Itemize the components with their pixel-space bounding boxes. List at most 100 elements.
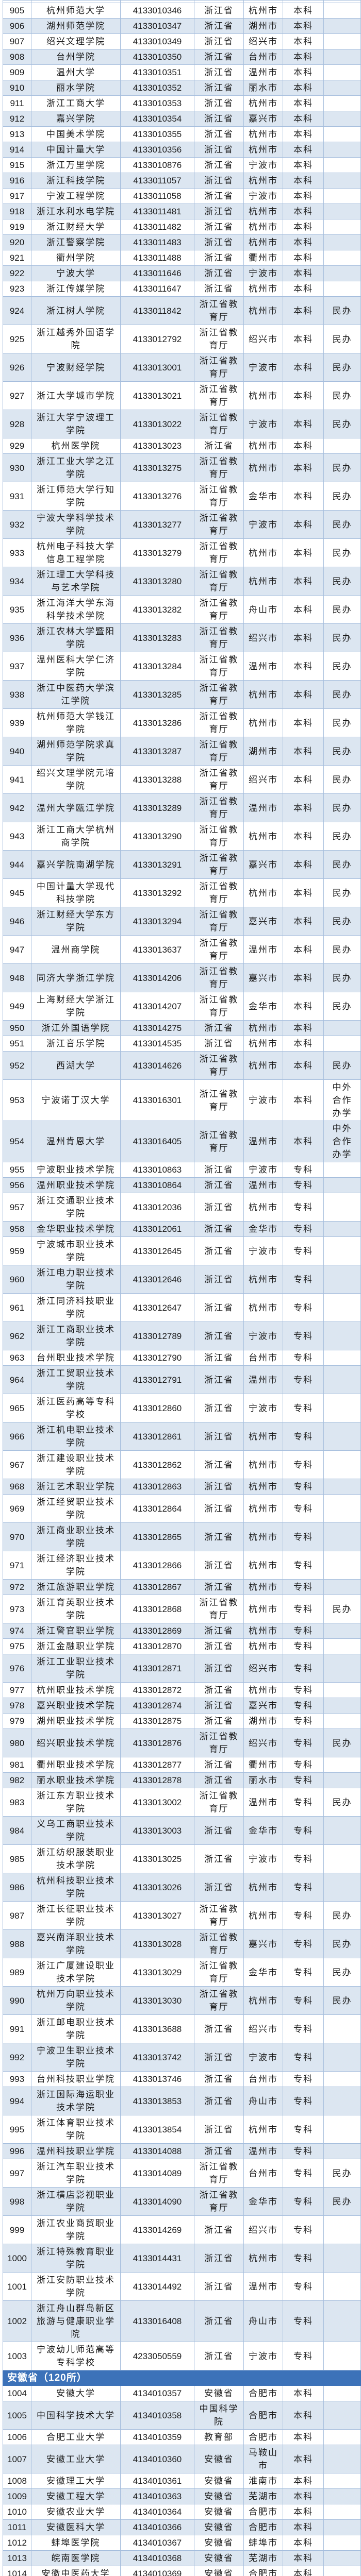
city-cell: 金华市: [243, 2187, 283, 2216]
table-row: 941 绍兴文理学院元培 学院 4133013288 浙江省教 育厅 绍兴市 本科 民办: [3, 765, 361, 794]
school-name-cell: 丽水职业技术学院: [31, 1772, 121, 1788]
school-code-cell: 4134010368: [120, 2550, 194, 2566]
table-row: 955 宁波职业技术学院 4133010863 浙江省 宁波市 专科: [3, 1162, 361, 1178]
school-code-cell: 4133013280: [120, 567, 194, 596]
school-name-cell: 浙江财经大学: [31, 219, 121, 235]
row-number-cell: 914: [3, 142, 31, 158]
city-cell: 嘉兴市: [243, 111, 283, 127]
table-row: 911 浙江工商大学 4133010353 浙江省 杭州市 本科: [3, 95, 361, 111]
school-code-cell: 4133013291: [120, 850, 194, 879]
authority-cell: 浙江省: [194, 1394, 244, 1422]
school-code-cell: 4133011481: [120, 204, 194, 219]
table-row: 948 同济大学浙江学院 4133014206 浙江省教 育厅 嘉兴市 本科 民办: [3, 963, 361, 992]
city-cell: 绍兴市: [243, 33, 283, 49]
level-cell: 专科: [283, 1901, 324, 1930]
school-name-cell: 浙江工商大学: [31, 95, 121, 111]
school-name-cell: 浙江经济职业技术 学院: [31, 1551, 121, 1580]
level-cell: 专科: [283, 1772, 324, 1788]
city-cell: 绍兴市: [243, 2014, 283, 2043]
level-cell: 专科: [283, 1873, 324, 1902]
level-cell: 专科: [283, 2071, 324, 2087]
note-cell: [323, 1873, 361, 1902]
row-number-cell: 924: [3, 296, 31, 325]
level-cell: 专科: [283, 1713, 324, 1729]
school-name-cell: 嘉兴学院南湖学院: [31, 850, 121, 879]
city-cell: 合肥市: [243, 2519, 283, 2535]
school-code-cell: 4133012872: [120, 1682, 194, 1698]
table-row: 915 浙江万里学院 4133010876 浙江省 宁波市 本科: [3, 157, 361, 173]
table-row: 908 台州学院 4133010350 浙江省 台州市 本科: [3, 49, 361, 65]
school-name-cell: 台州学院: [31, 49, 121, 65]
city-cell: 台州市: [243, 49, 283, 65]
note-cell: 民办: [323, 2187, 361, 2216]
note-cell: 民办: [323, 737, 361, 766]
city-cell: 嘉兴市: [243, 1929, 283, 1958]
level-cell: 专科: [283, 1788, 324, 1817]
level-cell: 专科: [283, 1162, 324, 1178]
level-cell: 本科: [283, 173, 324, 189]
table-row: 957 浙江交通职业技术 学院 4133012036 浙江省 杭州市 专科: [3, 1193, 361, 1222]
university-table: 905 杭州师范大学 4133010346 浙江省 杭州市 本科 906 湖州师范学院 4133…: [3, 0, 361, 2576]
school-code-cell: 4133013288: [120, 765, 194, 794]
row-number-cell: 946: [3, 907, 31, 936]
city-cell: 湖州市: [243, 18, 283, 34]
row-number-cell: 1006: [3, 2429, 31, 2445]
school-name-cell: 宁波诺丁汉大学: [31, 1079, 121, 1121]
school-name-cell: 同济大学浙江学院: [31, 963, 121, 992]
level-cell: 专科: [283, 1265, 324, 1294]
school-name-cell: 浙江中医药大学滨 江学院: [31, 680, 121, 709]
school-code-cell: 4133013002: [120, 1788, 194, 1817]
row-number-cell: 974: [3, 1623, 31, 1639]
school-code-cell: 4133010353: [120, 95, 194, 111]
authority-cell: 浙江省: [194, 1265, 244, 1294]
row-number-cell: 952: [3, 1051, 31, 1080]
table-row: 939 杭州师范大学钱江 学院 4133013286 浙江省教 育厅 杭州市 本科 民办: [3, 708, 361, 737]
authority-cell: 浙江省教 育厅: [194, 538, 244, 567]
authority-cell: 浙江省: [194, 1365, 244, 1394]
school-code-cell: 4133012790: [120, 1350, 194, 1366]
school-code-cell: 4133013003: [120, 1816, 194, 1845]
authority-cell: 浙江省: [194, 1293, 244, 1322]
table-row: 921 衢州学院 4133011488 浙江省 衢州市 本科: [3, 250, 361, 266]
note-cell: [323, 1479, 361, 1495]
row-number-cell: 958: [3, 1221, 31, 1237]
table-row: 940 湖州师范学院求真 学院 4133013287 浙江省教 育厅 湖州市 本科 民办: [3, 737, 361, 766]
note-cell: [323, 1350, 361, 1366]
school-code-cell: 4133013029: [120, 1958, 194, 1987]
school-name-cell: 杭州师范大学钱江 学院: [31, 708, 121, 737]
school-code-cell: 4133012869: [120, 1623, 194, 1639]
row-number-cell: 955: [3, 1162, 31, 1178]
level-cell: 本科: [283, 204, 324, 219]
authority-cell: 浙江省: [194, 142, 244, 158]
note-cell: 民办: [323, 963, 361, 992]
note-cell: 民办: [323, 1901, 361, 1930]
row-number-cell: 942: [3, 793, 31, 822]
authority-cell: 浙江省教 育厅: [194, 482, 244, 511]
authority-cell: 浙江省教 育厅: [194, 1958, 244, 1987]
row-number-cell: 1008: [3, 2473, 31, 2489]
authority-cell: 浙江省教 育厅: [194, 296, 244, 325]
table-row: 999 浙江农业商贸职业 学院 4133014269 浙江省 绍兴市 专科: [3, 2215, 361, 2244]
note-cell: [323, 2429, 361, 2445]
row-number-cell: 933: [3, 538, 31, 567]
school-name-cell: 温州职业技术学院: [31, 1177, 121, 1193]
city-cell: 金华市: [243, 1221, 283, 1237]
school-name-cell: 杭州科技职业技术 学院: [31, 1873, 121, 1902]
level-cell: 专科: [283, 2043, 324, 2072]
city-cell: 杭州市: [243, 680, 283, 709]
table-row: 973 浙江育英职业技术 学院 4133012868 浙江省教 育厅 杭州市 专科 民办: [3, 1595, 361, 1623]
school-code-cell: 4133010356: [120, 142, 194, 158]
school-name-cell: 浙江交通职业技术 学院: [31, 1193, 121, 1222]
city-cell: 丽水市: [243, 80, 283, 96]
school-code-cell: 4133012875: [120, 1713, 194, 1729]
level-cell: 本科: [283, 538, 324, 567]
school-name-cell: 浙江警察学院: [31, 234, 121, 250]
table-row: 1010 安徽农业大学 4134010364 安徽省 合肥市 本科: [3, 2504, 361, 2520]
note-cell: [323, 157, 361, 173]
school-name-cell: 浙江邮电职业技术 学院: [31, 2014, 121, 2043]
level-cell: 专科: [283, 1929, 324, 1958]
school-code-cell: 4133010352: [120, 80, 194, 96]
note-cell: 民办: [323, 482, 361, 511]
note-cell: [323, 1844, 361, 1873]
note-cell: [323, 1365, 361, 1394]
